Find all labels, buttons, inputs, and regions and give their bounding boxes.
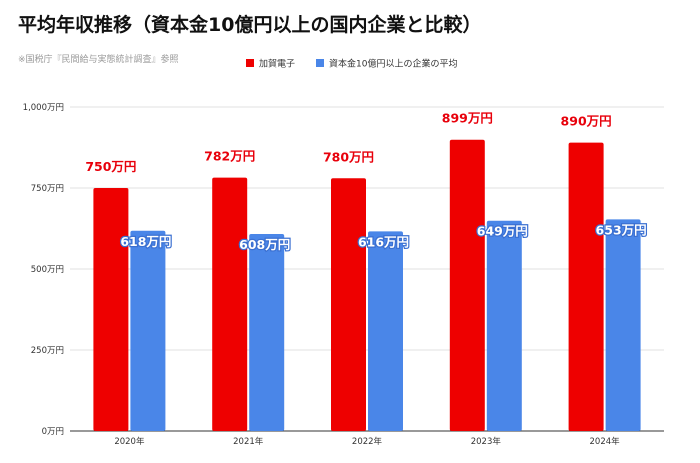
data-label-average: 649万円 — [477, 224, 528, 239]
data-label-average: 608万円 — [239, 237, 290, 252]
x-tick-label: 2024年 — [590, 436, 621, 447]
data-label-kaga: 899万円 — [442, 111, 493, 126]
x-tick-label: 2020年 — [114, 436, 145, 447]
bar-kaga — [331, 178, 366, 431]
x-tick-label: 2021年 — [233, 436, 264, 447]
data-label-average: 618万円 — [120, 234, 171, 249]
y-axis-ticks: 0万円 250万円 500万円 750万円 1,000万円 — [23, 103, 64, 437]
legend-label: 加賀電子 — [259, 58, 295, 70]
bar-kaga — [568, 142, 604, 431]
legend-label: 資本金10億円以上の企業の平均 — [329, 58, 457, 70]
gridlines — [70, 106, 664, 432]
x-tick-label: 2022年 — [352, 436, 383, 447]
bar-kaga — [449, 139, 485, 431]
legend-swatch — [246, 59, 254, 67]
bars — [93, 139, 641, 431]
y-tick-label: 1,000万円 — [23, 103, 64, 113]
x-tick-label: 2023年 — [471, 436, 502, 447]
data-label-kaga: 782万円 — [204, 149, 255, 164]
y-tick-label: 750万円 — [31, 184, 64, 194]
chart-title: 平均年収推移（資本金10億円以上の国内企業と比較） — [18, 14, 482, 36]
data-label-average: 616万円 — [358, 234, 409, 249]
bar-average — [249, 234, 285, 431]
bar-average — [368, 231, 403, 431]
data-label-kaga: 890万円 — [561, 114, 612, 129]
legend-swatch — [316, 59, 324, 67]
data-label-kaga: 780万円 — [323, 149, 374, 164]
bar-average — [130, 230, 166, 431]
bar-average — [486, 220, 522, 431]
legend: 加賀電子 資本金10億円以上の企業の平均 — [246, 58, 457, 70]
source-note: ※国税庁『民間給与実態統計調査』参照 — [18, 55, 179, 65]
x-axis-ticks: 2020年 2021年 2022年 2023年 2024年 — [114, 436, 620, 447]
y-tick-label: 500万円 — [31, 265, 64, 275]
bar-kaga — [93, 188, 129, 431]
data-label-average: 653万円 — [596, 222, 647, 237]
data-labels: 750万円 618万円 782万円 608万円 780万円 616万円 899万円 649万円… — [85, 111, 647, 253]
bar-kaga — [212, 177, 248, 431]
y-tick-label: 0万円 — [42, 427, 64, 437]
bar-average — [605, 219, 641, 431]
y-tick-label: 250万円 — [31, 346, 64, 356]
data-label-kaga: 750万円 — [85, 159, 136, 174]
